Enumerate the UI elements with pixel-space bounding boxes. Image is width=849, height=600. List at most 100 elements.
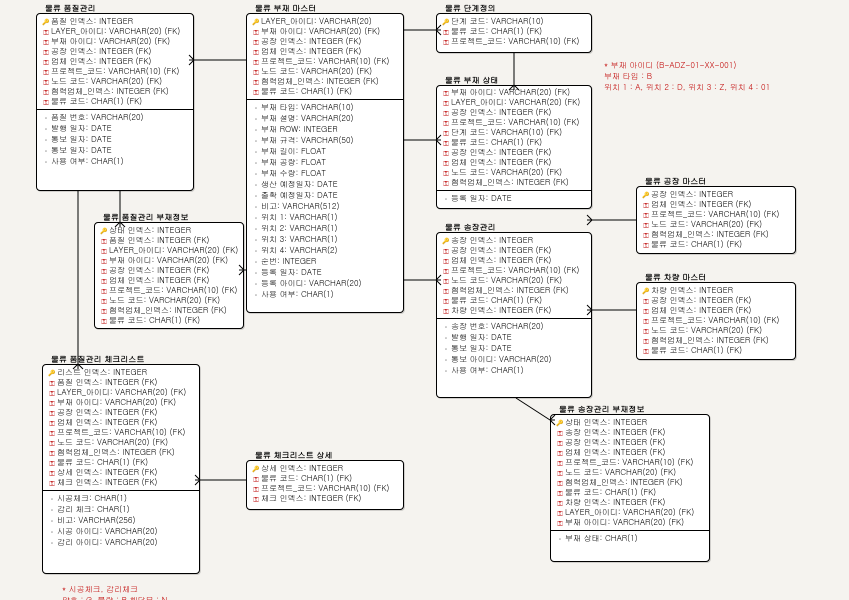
fk-icon [441,148,451,158]
col-icon [251,168,261,179]
fk-icon [641,336,651,346]
column-label: 프로젝트_코드: VARCHAR(10) (FK) [261,484,399,494]
entity-qualityPartInfo[interactable]: 물류 품질관리 부재정보상태 인덱스: INTEGER품질 인덱스: INTEG… [94,222,244,329]
column-row: 통보 일자: DATE [441,343,587,354]
column-label: 물류 코드: CHAR(1) (FK) [651,240,791,250]
column-row: 프로젝트_코드: VARCHAR(10) (FK) [99,286,239,296]
column-row: 통보 일자: DATE [41,134,189,145]
entity-stageDef[interactable]: 물류 단계정의단계 코드: VARCHAR(10)물류 코드: CHAR(1) … [436,13,592,53]
pk-section: 부재 아이디: VARCHAR(20) (FK)LAYER_아이디: VARCH… [437,86,591,191]
column-row: 단계 코드: VARCHAR(10) [441,16,587,27]
col-icon [41,156,51,167]
fk-icon [441,158,451,168]
note-1: * 시공체크, 감리체크 양호 : G, 불량 : B 해당무 : N [62,584,167,600]
column-row: 품질 인덱스: INTEGER (FK) [99,236,239,246]
entity-shipMgmt[interactable]: 물류 송장관리송장 인덱스: INTEGER공장 인덱스: INTEGER (F… [436,232,592,398]
fk-icon [251,67,261,77]
column-row: 프로젝트_코드: VARCHAR(10) (FK) [47,428,195,438]
column-row: 공장 인덱스: INTEGER [641,189,791,200]
column-row: 발행 일자: DATE [41,123,189,134]
column-label: 품질 인덱스: INTEGER [51,17,189,27]
pk-section: 품질 인덱스: INTEGERLAYER_아이디: VARCHAR(20) (F… [37,14,193,110]
entity-vehicleMaster[interactable]: 물류 차량 마스터차량 인덱스: INTEGER공장 인덱스: INTEGER … [636,282,796,360]
column-row: 프로젝트_코드: VARCHAR(10) (FK) [441,266,587,276]
column-row: 물류 코드: CHAR(1) (FK) [641,346,791,356]
fk-icon [641,296,651,306]
column-label: 시공 아이디: VARCHAR(20) [57,527,195,537]
fk-icon [41,77,51,87]
column-label: 부재 아이디: VARCHAR(20) (FK) [565,518,705,528]
column-label: 부재 설명: VARCHAR(20) [261,114,399,124]
entity-partMaster[interactable]: 물류 부재 마스터LAYER_아이디: VARCHAR(20)부재 아이디: V… [246,13,404,313]
entity-title: 물류 품질관리 부재정보 [101,212,190,223]
column-row: 차량 인덱스: INTEGER (FK) [441,306,587,316]
fk-icon [555,498,565,508]
pk-section: 송장 인덱스: INTEGER공장 인덱스: INTEGER (FK)업체 인덱… [437,233,591,319]
column-row: 업체 인덱스: INTEGER (FK) [251,47,399,57]
column-row: 협력업체_인덱스: INTEGER (FK) [555,478,705,488]
entity-title: 물류 송장관리 [443,222,498,233]
fk-icon [251,47,261,57]
column-label: 부재 아이디: VARCHAR(20) (FK) [261,27,399,37]
entity-title: 물류 단계정의 [443,3,498,14]
column-label: 물류 코드: CHAR(1) (FK) [451,296,587,306]
column-label: 부재 아이디: VARCHAR(20) (FK) [109,256,239,266]
entity-title: 물류 부재 상태 [443,75,500,86]
column-label: 사용 여부: CHAR(1) [51,157,189,167]
column-label: 비고: VARCHAR(512) [261,202,399,212]
column-label: 사용 여부: CHAR(1) [451,366,587,376]
column-row: LAYER_아이디: VARCHAR(20) (FK) [41,27,189,37]
column-row: 부재 ROW: INTEGER [251,124,399,135]
column-label: 공장 인덱스: INTEGER (FK) [451,246,587,256]
pk-icon [99,225,109,236]
column-label: 상태 인덱스: INTEGER [565,418,705,428]
column-label: 업체 인덱스: INTEGER (FK) [651,306,791,316]
entity-title: 물류 품질관리 [43,3,98,14]
column-row: 프로젝트_코드: VARCHAR(10) (FK) [641,210,791,220]
entity-checklistDetail[interactable]: 물류 체크리스트 상세상세 인덱스: INTEGER물류 코드: CHAR(1)… [246,460,404,510]
column-row: 업체 인덱스: INTEGER (FK) [99,276,239,286]
fk-icon [441,276,451,286]
column-row: LAYER_아이디: VARCHAR(20) (FK) [47,388,195,398]
column-row: 품질 인덱스: INTEGER (FK) [47,378,195,388]
column-row: LAYER_아이디: VARCHAR(20) [251,16,399,27]
column-row: 통보 일자: DATE [41,145,189,156]
column-label: 물류 코드: CHAR(1) (FK) [565,488,705,498]
pk-section: 단계 코드: VARCHAR(10)물류 코드: CHAR(1) (FK)프로젝… [437,14,591,49]
column-row: 물류 코드: CHAR(1) (FK) [441,27,587,37]
entity-checklist[interactable]: 물류 품질관리 체크리스트리스트 인덱스: INTEGER품질 인덱스: INT… [42,364,200,574]
column-label: 업체 인덱스: INTEGER (FK) [51,57,189,67]
entity-shipPartInfo[interactable]: 물류 송장관리 부재정보상태 인덱스: INTEGER송장 인덱스: INTEG… [550,414,710,562]
col-icon [251,135,261,146]
column-label: 단계 코드: VARCHAR(10) [451,17,587,27]
col-icon [441,332,451,343]
fk-icon [47,388,57,398]
fk-icon [41,57,51,67]
column-label: 프로젝트_코드: VARCHAR(10) (FK) [651,316,791,326]
col-icon [251,201,261,212]
column-label: 프로젝트_코드: VARCHAR(10) (FK) [565,458,705,468]
fk-icon [47,418,57,428]
entity-partStatus[interactable]: 물류 부재 상태부재 아이디: VARCHAR(20) (FK)LAYER_아이… [436,85,592,209]
entity-factoryMaster[interactable]: 물류 공장 마스터공장 인덱스: INTEGER업체 인덱스: INTEGER … [636,186,796,254]
pk-icon [251,16,261,27]
column-row: 노드 코드: VARCHAR(20) (FK) [555,468,705,478]
column-label: 공장 인덱스: INTEGER (FK) [451,148,587,158]
column-label: 출확 예정일자: DATE [261,191,399,201]
column-label: 노드 코드: VARCHAR(20) (FK) [57,438,195,448]
col-icon [47,537,57,548]
column-row: 위치 2: VARCHAR(1) [251,223,399,234]
column-row: 발행 일자: DATE [441,332,587,343]
column-row: 송장 인덱스: INTEGER [441,235,587,246]
fk-icon [41,87,51,97]
column-label: 부재 아이디: VARCHAR(20) (FK) [57,398,195,408]
column-label: 품질 인덱스: INTEGER (FK) [109,236,239,246]
column-row: 부재 아이디: VARCHAR(20) (FK) [251,27,399,37]
column-row: 프로젝트_코드: VARCHAR(10) (FK) [251,484,399,494]
column-label: 협력업체_인덱스: INTEGER (FK) [51,87,189,97]
column-row: 상세 인덱스: INTEGER (FK) [47,468,195,478]
fk-icon [99,236,109,246]
column-label: 협력업체_인덱스: INTEGER (FK) [57,448,195,458]
pk-icon [41,16,51,27]
entity-qualityMgmt[interactable]: 물류 품질관리품질 인덱스: INTEGERLAYER_아이디: VARCHAR… [36,13,194,191]
